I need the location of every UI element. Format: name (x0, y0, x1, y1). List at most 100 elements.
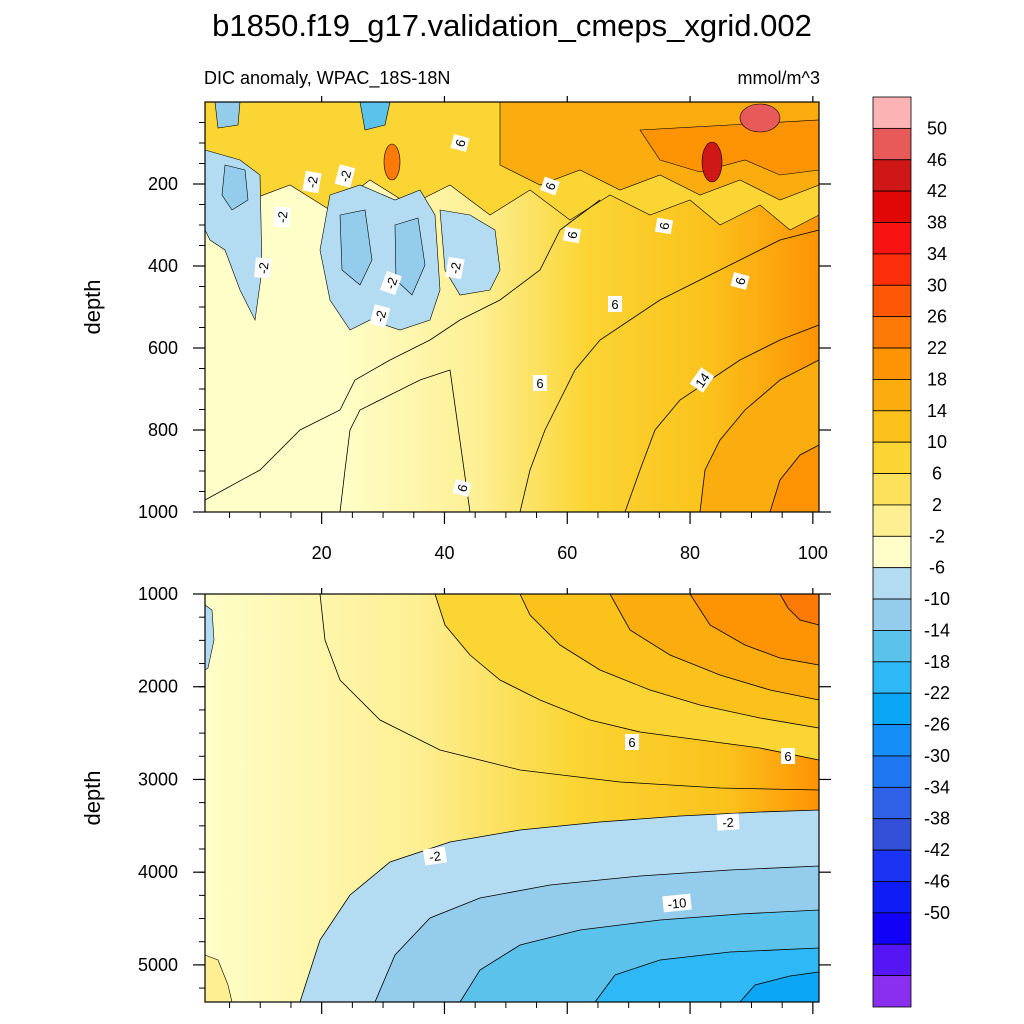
colorbar-swatch (872, 598, 912, 631)
upper-blue-patch-6 (214, 101, 241, 129)
colorbar-label: -6 (929, 558, 945, 578)
upper-contour-labels: 6 -2 -2 -2 6 -2 -2 -2 -2 -2 6 6 6 6 6 14… (254, 134, 750, 497)
colorbar-swatch (872, 912, 912, 945)
colorbar-swatch (872, 943, 912, 977)
contour-label: 6 (564, 230, 580, 240)
contour-label: 6 (784, 749, 791, 764)
x-tick-label: 100 (798, 543, 828, 563)
colorbar-swatch (872, 473, 912, 506)
upper-hot-spot-2 (739, 103, 781, 133)
contour-label: -2 (337, 169, 354, 184)
contour-label: -2 (447, 261, 464, 275)
colorbar-label: 38 (927, 213, 947, 233)
colorbar-label: -50 (924, 903, 950, 923)
colorbar-swatch (872, 284, 912, 318)
lower-y-ticks: 1000 2000 3000 4000 5000 (138, 584, 831, 989)
colorbar-label: -42 (924, 840, 950, 860)
y-tick-label: 200 (148, 174, 178, 194)
x-tick-label: 40 (434, 543, 454, 563)
colorbar-swatch (872, 159, 912, 192)
contour-label: -2 (304, 175, 321, 189)
y-tick-label: 800 (148, 420, 178, 440)
contour-label: 6 (536, 376, 543, 391)
upper-blue-patch-1-core (339, 209, 373, 286)
colorbar-label: 50 (927, 118, 947, 138)
colorbar-label: -14 (924, 620, 950, 640)
units-label: mmol/m^3 (738, 68, 820, 88)
colorbar-swatch (872, 724, 912, 757)
colorbar-label: 2 (932, 495, 942, 515)
upper-contour-10 (624, 324, 820, 513)
contour-label: 6 (452, 138, 468, 149)
upper-contour-6 (519, 229, 820, 513)
y-tick-label: 1000 (138, 502, 178, 522)
colorbar: 50 46 42 38 34 30 26 22 18 14 10 6 2 -2 -6 -10 -14 -18 -22… (872, 96, 950, 1008)
x-tick-label: 20 (312, 543, 332, 563)
upper-panel: 6 -2 -2 -2 6 -2 -2 -2 -2 -2 6 6 6 6 6 14… (80, 96, 831, 563)
lower-panel: 6 6 -2 -2 -10 1000 2000 3000 4000 5000 depth (80, 584, 831, 1014)
colorbar-label: 14 (927, 401, 947, 421)
colorbar-swatch (872, 316, 912, 349)
colorbar-label: -22 (924, 683, 950, 703)
colorbar-swatch (872, 253, 912, 286)
colorbar-label: 10 (927, 432, 947, 452)
colorbar-swatch (872, 692, 912, 725)
y-tick-label: 4000 (138, 862, 178, 882)
upper-blue-patch-1-core-b (394, 217, 426, 296)
chart-subtitle: DIC anomaly, WPAC_18S-18N (204, 68, 450, 89)
colorbar-swatch (872, 441, 912, 474)
lower-frame (204, 593, 820, 1003)
colorbar-swatch (872, 190, 912, 223)
upper-contour-2 (204, 199, 601, 501)
upper-contour-mid (339, 369, 471, 513)
y-tick-label: 1000 (138, 584, 178, 604)
colorbar-swatch (872, 222, 912, 255)
colorbar-swatch (872, 881, 912, 914)
contour-label: -2 (256, 262, 272, 275)
colorbar-label: -38 (924, 809, 950, 829)
chart-title: b1850.f19_g17.validation_cmeps_xgrid.002 (212, 8, 812, 43)
colorbar-label: 22 (927, 338, 947, 358)
colorbar-swatch (872, 379, 912, 412)
colorbar-label: -2 (929, 526, 945, 546)
colorbar-swatch (872, 410, 912, 443)
upper-y-axis-label: depth (80, 279, 105, 334)
colorbar-swatch (872, 755, 912, 788)
colorbar-swatch (872, 818, 912, 851)
colorbar-swatch (872, 849, 912, 882)
contour-label: 6 (454, 483, 470, 494)
colorbar-label: -10 (924, 589, 950, 609)
lower-contour-2 (319, 593, 820, 791)
y-tick-label: 600 (148, 338, 178, 358)
colorbar-label: -34 (924, 777, 950, 797)
colorbar-swatch (872, 630, 912, 663)
lower-x-ticks (229, 588, 814, 1014)
colorbar-swatch (872, 661, 912, 694)
upper-blue-patch-4 (221, 164, 249, 211)
upper-hot-spot (701, 141, 723, 183)
colorbar-label: 26 (927, 307, 947, 327)
upper-y-ticks: 200 400 600 800 1000 (138, 122, 831, 522)
colorbar-label: 46 (927, 150, 947, 170)
colorbar-label: -26 (924, 715, 950, 735)
colorbar-swatch (872, 504, 912, 537)
contour-label: 6 (732, 276, 748, 287)
contour-label: -2 (275, 211, 291, 224)
colorbar-swatch (872, 567, 912, 600)
colorbar-swatch (872, 786, 912, 820)
y-tick-label: 400 (148, 256, 178, 276)
y-tick-label: 2000 (138, 677, 178, 697)
contour-label: 6 (628, 735, 635, 750)
y-tick-label: 5000 (138, 955, 178, 975)
contour-label: 6 (611, 297, 618, 312)
colorbar-swatch (872, 96, 912, 129)
contour-label: -2 (382, 275, 400, 291)
colorbar-label: 6 (932, 464, 942, 484)
upper-hot-spot-3 (383, 143, 401, 181)
colorbar-swatch (872, 127, 912, 161)
contour-label: -10 (667, 895, 687, 912)
upper-blue-patch-3 (204, 149, 263, 321)
x-tick-label: 80 (680, 543, 700, 563)
colorbar-swatch (872, 975, 912, 1008)
